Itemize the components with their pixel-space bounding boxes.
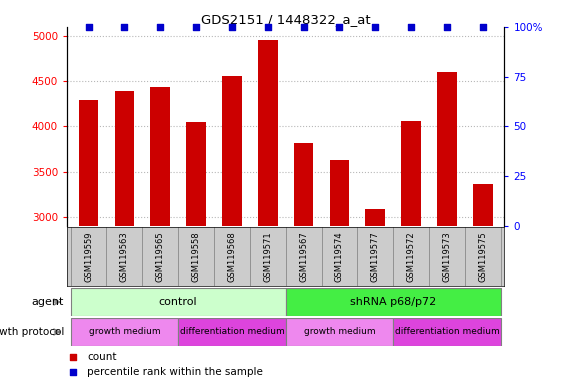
Text: growth protocol: growth protocol [0,327,64,337]
Text: count: count [87,352,117,362]
Bar [286,318,393,346]
Text: differentiation medium: differentiation medium [180,328,285,336]
Text: GSM119572: GSM119572 [406,232,416,282]
Text: GSM119559: GSM119559 [84,232,93,282]
Bar [178,318,286,346]
Point [227,24,237,30]
Bar [222,76,242,384]
Text: differentiation medium: differentiation medium [395,328,499,336]
Bar [186,122,206,384]
Point [84,24,93,30]
Bar [294,142,314,384]
Bar [79,100,99,384]
Text: GSM119575: GSM119575 [478,232,487,282]
Bar [150,86,170,384]
Bar [114,91,134,384]
Text: GSM119558: GSM119558 [192,232,201,282]
Point [120,24,129,30]
Text: shRNA p68/p72: shRNA p68/p72 [350,297,436,307]
Point [191,24,201,30]
Point [442,24,452,30]
Text: GSM119574: GSM119574 [335,232,344,282]
Point [68,369,78,375]
Point [335,24,344,30]
Point [406,24,416,30]
Bar [437,72,457,384]
Text: growth medium: growth medium [304,328,375,336]
Bar [286,288,501,316]
Bar [71,318,178,346]
Text: GSM119567: GSM119567 [299,232,308,283]
Text: GSM119563: GSM119563 [120,232,129,283]
Point [68,354,78,360]
Text: control: control [159,297,198,307]
Point [299,24,308,30]
Bar [401,121,421,384]
Point [263,24,272,30]
Bar [258,40,278,384]
Text: growth medium: growth medium [89,328,160,336]
Bar [473,184,493,384]
Point [156,24,165,30]
Bar [393,318,501,346]
Text: GSM119577: GSM119577 [371,232,380,283]
Point [478,24,487,30]
Title: GDS2151 / 1448322_a_at: GDS2151 / 1448322_a_at [201,13,370,26]
Text: percentile rank within the sample: percentile rank within the sample [87,367,264,377]
Text: GSM119568: GSM119568 [227,232,237,283]
Text: GSM119573: GSM119573 [442,232,451,283]
Text: GSM119565: GSM119565 [156,232,165,282]
Bar [71,288,286,316]
Text: GSM119571: GSM119571 [264,232,272,282]
Text: agent: agent [31,297,64,307]
Bar [329,160,349,384]
Point [371,24,380,30]
Bar [366,209,385,384]
